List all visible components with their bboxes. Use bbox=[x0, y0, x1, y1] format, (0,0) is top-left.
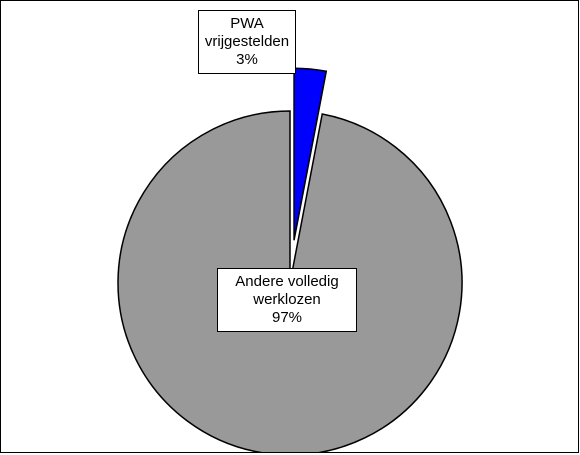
value-label: 3% bbox=[236, 51, 258, 68]
pie-slice bbox=[117, 110, 463, 452]
slice-label: Andere volledig werklozen 97% bbox=[217, 268, 357, 332]
slice-label: PWA vrijgestelden 3% bbox=[198, 10, 296, 74]
category-label: PWA vrijgestelden bbox=[204, 15, 290, 50]
pie bbox=[117, 67, 463, 452]
category-label: Andere volledig werklozen bbox=[235, 273, 339, 308]
value-label: 97% bbox=[271, 309, 303, 326]
